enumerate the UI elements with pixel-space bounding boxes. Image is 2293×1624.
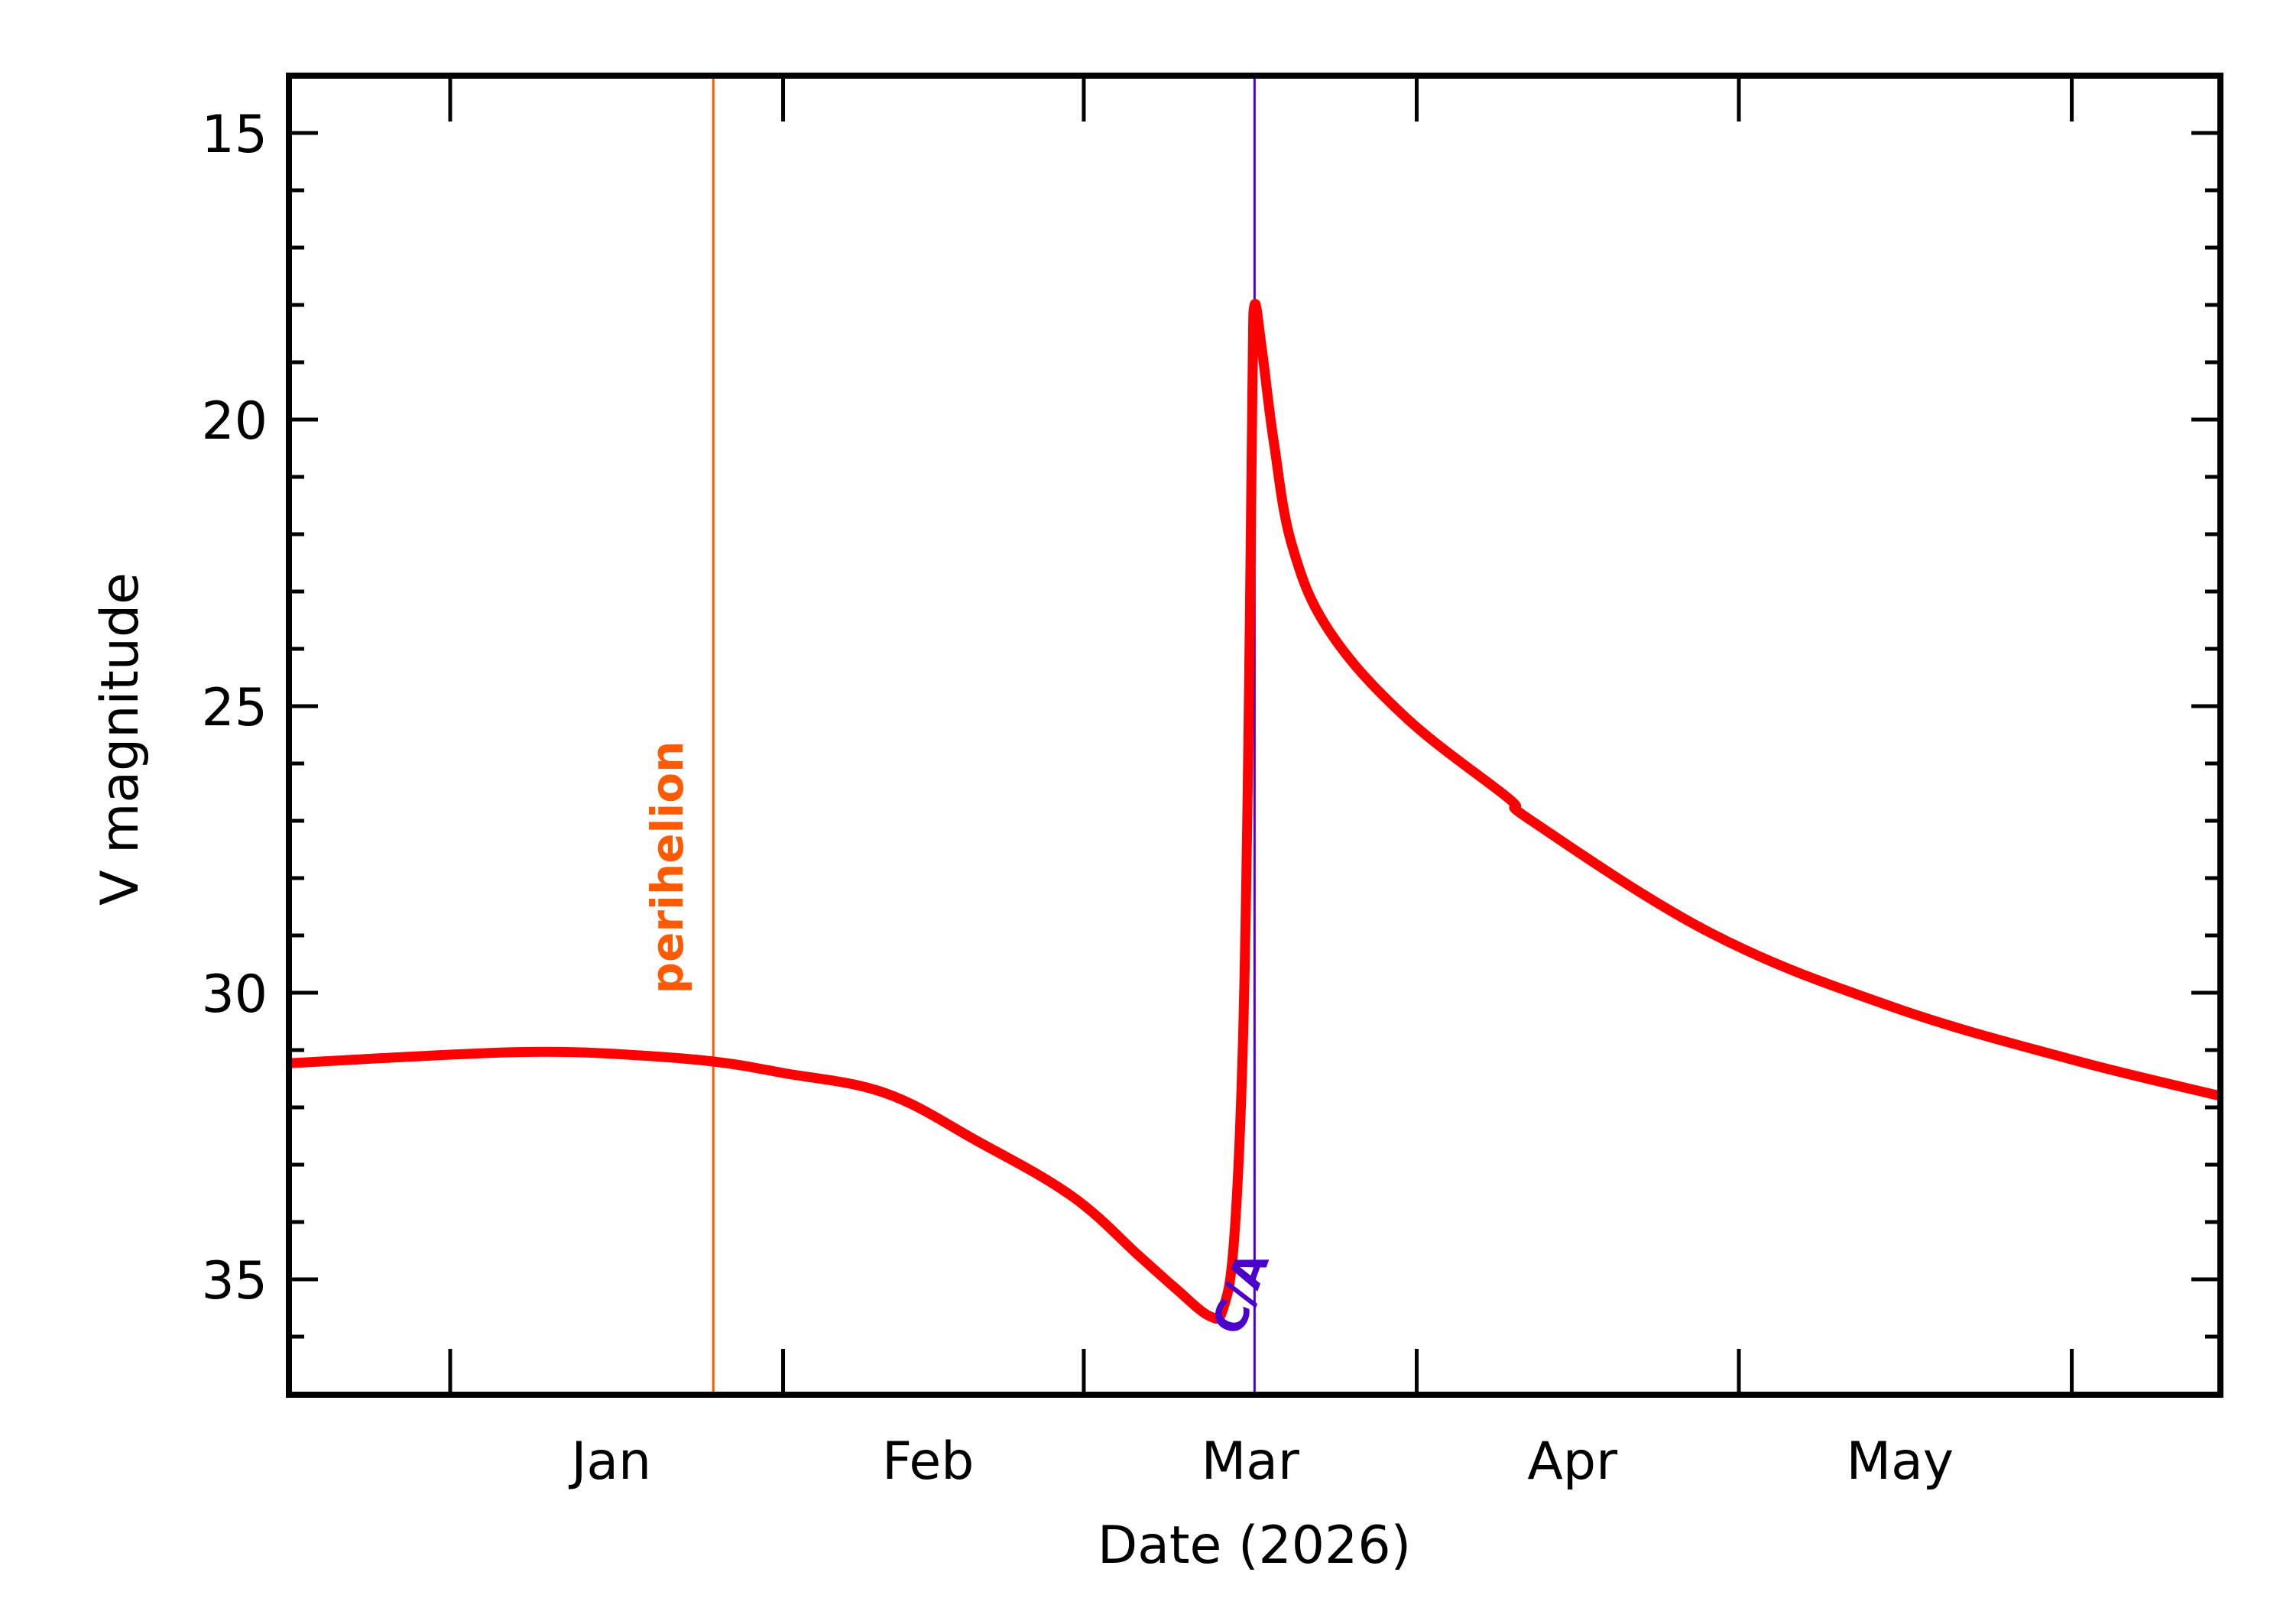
y-axis-label: V magnitude [90, 572, 151, 906]
y-tick-label: 20 [201, 391, 268, 452]
annotations: perihelion [641, 76, 1256, 1395]
x-tick-label-jan: Jan [568, 1431, 651, 1492]
x-tick-label-feb: Feb [882, 1431, 974, 1492]
x-tick-label-mar: Mar [1202, 1431, 1299, 1492]
y-tick-label: 30 [201, 964, 268, 1025]
axis-ticks [289, 73, 2220, 1396]
perihelion-label: perihelion [641, 741, 693, 994]
tick-labels: Jan Feb Mar Apr May 15 20 25 30 35 [201, 105, 1954, 1492]
x-tick-label-may: May [1846, 1431, 1954, 1492]
x-tick-label-apr: Apr [1527, 1431, 1617, 1492]
closest-approach-label: C/A [1202, 1245, 1279, 1340]
y-tick-label: 15 [201, 105, 268, 165]
y-tick-label: 35 [201, 1251, 268, 1311]
x-axis-label: Date (2026) [1098, 1515, 1411, 1576]
magnitude-curve [289, 299, 2220, 1324]
y-tick-label: 25 [201, 678, 268, 738]
plot-frame [286, 73, 2223, 1398]
y-axis-label-group: V magnitude [90, 572, 151, 906]
